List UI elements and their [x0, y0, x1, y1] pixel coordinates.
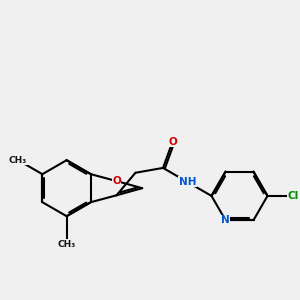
Text: Cl: Cl — [287, 191, 298, 201]
Text: CH₃: CH₃ — [9, 156, 27, 165]
Text: CH₃: CH₃ — [58, 240, 76, 249]
Text: O: O — [112, 176, 121, 186]
Text: O: O — [168, 136, 177, 147]
Text: NH: NH — [178, 177, 196, 187]
Text: N: N — [221, 215, 230, 225]
